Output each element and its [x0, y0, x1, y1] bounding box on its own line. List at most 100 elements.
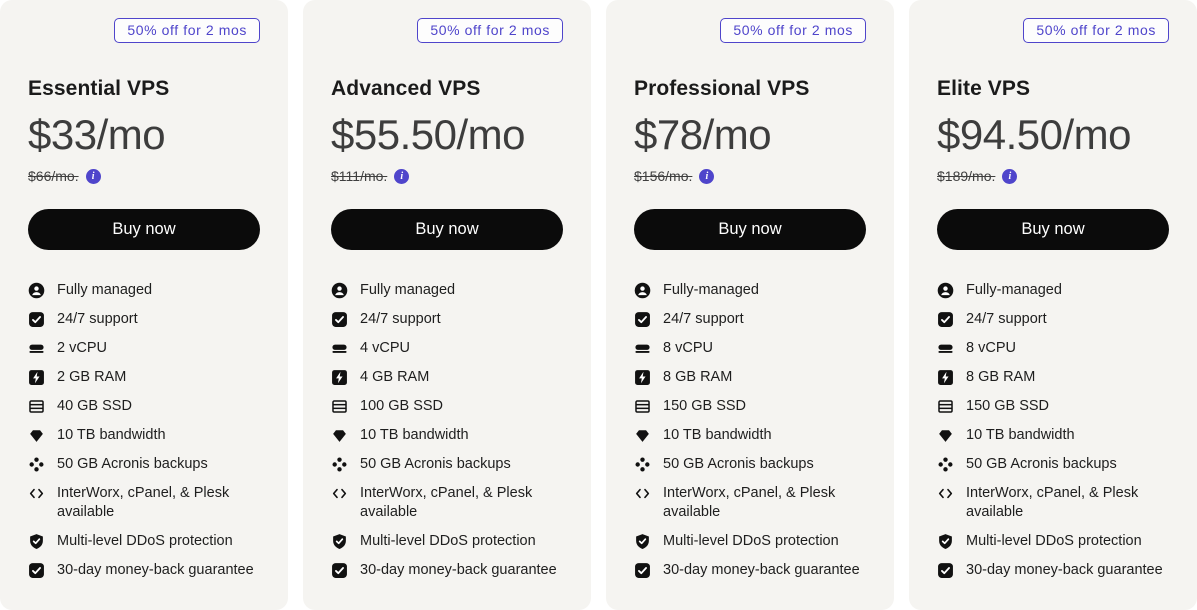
plan-card: 50% off for 2 mos Advanced VPS $55.50/mo… [303, 0, 591, 610]
bolt-square-icon [937, 369, 954, 386]
feature-row: InterWorx, cPanel, & Plesk available [937, 484, 1169, 522]
buy-now-button[interactable]: Buy now [331, 209, 563, 250]
dots-cluster-icon [937, 456, 954, 473]
check-square-icon [634, 311, 651, 328]
feature-label: 30-day money-back guarantee [663, 562, 860, 578]
plan-price: $55.50/mo [331, 111, 525, 158]
info-icon[interactable]: i [1002, 168, 1018, 184]
dots-cluster-icon [331, 456, 348, 473]
storage-rack-icon [28, 398, 45, 415]
check-square-icon [28, 562, 45, 579]
plan-name: Professional VPS [634, 77, 810, 100]
feature-row: 10 TB bandwidth [634, 426, 866, 445]
feature-label: 8 GB RAM [663, 369, 733, 385]
feature-row: Multi-level DDoS protection [331, 532, 563, 551]
feature-label: Fully managed [360, 282, 456, 298]
feature-row: 50 GB Acronis backups [634, 455, 866, 474]
feature-label: 24/7 support [57, 311, 138, 327]
feature-row: 50 GB Acronis backups [28, 455, 260, 474]
feature-row: InterWorx, cPanel, & Plesk available [28, 484, 260, 522]
feature-row: 4 vCPU [331, 339, 563, 358]
bolt-square-icon [28, 369, 45, 386]
storage-rack-icon [331, 398, 348, 415]
user-circle-icon [28, 282, 45, 299]
feature-label: 50 GB Acronis backups [663, 456, 814, 472]
feature-row: 100 GB SSD [331, 397, 563, 416]
feature-list: Fully managed 24/7 support 4 vCPU 4 GB R… [331, 281, 563, 580]
feature-row: Fully managed [331, 281, 563, 300]
storage-rack-icon [634, 398, 651, 415]
discount-badge: 50% off for 2 mos [720, 18, 866, 43]
plan-name: Elite VPS [937, 77, 1031, 100]
buy-now-button[interactable]: Buy now [634, 209, 866, 250]
feature-row: Multi-level DDoS protection [634, 532, 866, 551]
plan-price: $78/mo [634, 111, 772, 158]
buy-now-button[interactable]: Buy now [28, 209, 260, 250]
check-square-icon [937, 311, 954, 328]
feature-label: Fully-managed [966, 282, 1062, 298]
server-drive-icon [634, 340, 651, 357]
info-icon[interactable]: i [85, 168, 101, 184]
feature-row: 8 GB RAM [937, 368, 1169, 387]
bolt-square-icon [634, 369, 651, 386]
feature-label: Fully-managed [663, 282, 759, 298]
code-brackets-icon [28, 485, 45, 502]
feature-label: 2 vCPU [57, 340, 107, 356]
feature-row: 8 GB RAM [634, 368, 866, 387]
feature-label: 30-day money-back guarantee [360, 562, 557, 578]
info-icon[interactable]: i [699, 168, 715, 184]
feature-label: 4 vCPU [360, 340, 410, 356]
feature-label: 150 GB SSD [966, 398, 1050, 414]
old-price-row: $189/mo. i [937, 168, 1169, 184]
feature-label: 8 GB RAM [966, 369, 1036, 385]
feature-label: InterWorx, cPanel, & Plesk available [360, 485, 533, 520]
code-brackets-icon [634, 485, 651, 502]
feature-row: Multi-level DDoS protection [28, 532, 260, 551]
feature-label: 8 vCPU [966, 340, 1016, 356]
feature-label: Multi-level DDoS protection [663, 533, 839, 549]
feature-row: 24/7 support [937, 310, 1169, 329]
feature-row: 8 vCPU [634, 339, 866, 358]
feature-row: 2 GB RAM [28, 368, 260, 387]
discount-badge: 50% off for 2 mos [1023, 18, 1169, 43]
feature-row: 10 TB bandwidth [331, 426, 563, 445]
check-square-icon [331, 311, 348, 328]
feature-row: 50 GB Acronis backups [331, 455, 563, 474]
buy-now-button[interactable]: Buy now [937, 209, 1169, 250]
feature-label: Multi-level DDoS protection [57, 533, 233, 549]
feature-label: 30-day money-back guarantee [966, 562, 1163, 578]
feature-label: 10 TB bandwidth [57, 427, 166, 443]
feature-row: 30-day money-back guarantee [937, 561, 1169, 580]
gem-icon [28, 427, 45, 444]
plan-name: Advanced VPS [331, 77, 481, 100]
discount-badge: 50% off for 2 mos [114, 18, 260, 43]
info-icon[interactable]: i [394, 168, 410, 184]
storage-rack-icon [937, 398, 954, 415]
feature-row: Fully managed [28, 281, 260, 300]
code-brackets-icon [937, 485, 954, 502]
feature-label: 8 vCPU [663, 340, 713, 356]
dots-cluster-icon [28, 456, 45, 473]
feature-label: 30-day money-back guarantee [57, 562, 254, 578]
plan-card: 50% off for 2 mos Professional VPS $78/m… [606, 0, 894, 610]
server-drive-icon [28, 340, 45, 357]
feature-list: Fully-managed 24/7 support 8 vCPU 8 GB R… [937, 281, 1169, 580]
plan-card: 50% off for 2 mos Essential VPS $33/mo $… [0, 0, 288, 610]
feature-row: Fully-managed [937, 281, 1169, 300]
gem-icon [634, 427, 651, 444]
feature-label: 10 TB bandwidth [966, 427, 1075, 443]
old-price-row: $111/mo. i [331, 168, 563, 184]
feature-label: InterWorx, cPanel, & Plesk available [663, 485, 836, 520]
feature-label: Multi-level DDoS protection [966, 533, 1142, 549]
feature-row: 150 GB SSD [937, 397, 1169, 416]
feature-label: Fully managed [57, 282, 153, 298]
check-square-icon [28, 311, 45, 328]
user-circle-icon [634, 282, 651, 299]
bolt-square-icon [331, 369, 348, 386]
feature-label: 10 TB bandwidth [663, 427, 772, 443]
feature-label: 4 GB RAM [360, 369, 430, 385]
feature-label: 100 GB SSD [360, 398, 444, 414]
feature-row: 4 GB RAM [331, 368, 563, 387]
old-price: $156/mo. [634, 168, 693, 184]
